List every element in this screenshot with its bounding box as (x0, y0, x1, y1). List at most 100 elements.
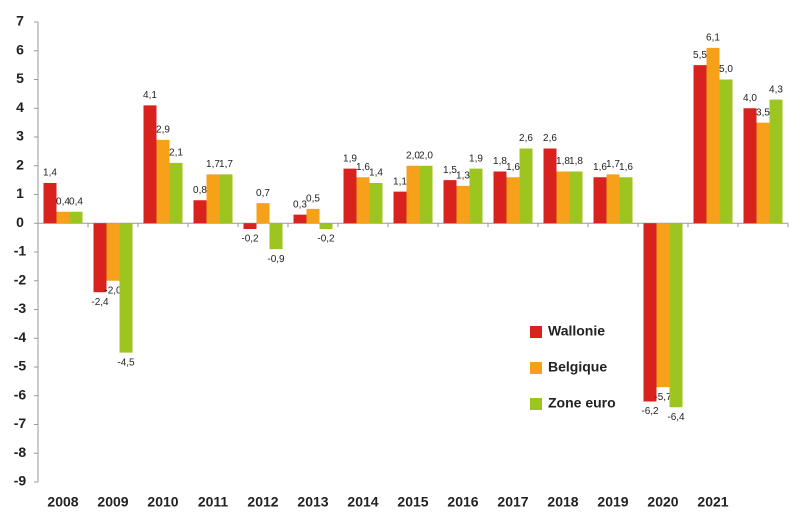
x-tick-label: 2020 (647, 494, 678, 510)
x-tick-label: 2014 (347, 494, 378, 510)
bar (106, 223, 120, 281)
value-label: 1,7 (206, 159, 220, 170)
legend-swatch (530, 362, 542, 374)
bar (719, 79, 733, 224)
bar (419, 165, 433, 224)
value-label: 1,8 (556, 156, 570, 167)
value-label: 1,7 (219, 159, 233, 170)
value-label: -6,2 (641, 406, 659, 417)
legend-label: Belgique (548, 359, 607, 375)
bar (593, 177, 607, 224)
value-label: -2,0 (104, 285, 122, 296)
bar (43, 183, 57, 224)
value-label: 1,4 (43, 168, 57, 179)
bar (219, 174, 233, 224)
bar (519, 148, 533, 224)
bar (569, 171, 583, 224)
value-label: 1,6 (506, 162, 520, 173)
value-label: 2,6 (543, 133, 557, 144)
y-tick-label: 1 (16, 185, 24, 201)
value-label: 3,5 (756, 107, 770, 118)
value-label: 2,6 (519, 133, 533, 144)
x-tick-label: 2008 (47, 494, 78, 510)
value-label: -0,2 (241, 234, 259, 245)
x-tick-label: 2018 (547, 494, 578, 510)
bar (393, 191, 407, 224)
bar (69, 211, 83, 224)
bar (56, 211, 70, 224)
bar (306, 208, 320, 224)
bar (643, 223, 657, 402)
value-label: 2,0 (406, 150, 420, 161)
value-label: 0,5 (306, 194, 320, 205)
bar (356, 177, 370, 224)
bar (143, 105, 157, 224)
value-label: 4,0 (743, 93, 757, 104)
y-tick-label: 7 (16, 13, 24, 29)
bar (406, 165, 420, 224)
y-tick-label: -8 (14, 444, 27, 460)
bar (343, 168, 357, 224)
x-tick-label: 2011 (198, 494, 229, 510)
bar (93, 223, 107, 293)
bar (706, 47, 720, 224)
value-label: 1,8 (569, 156, 583, 167)
bar (119, 223, 133, 353)
value-label: 1,9 (469, 153, 483, 164)
x-tick-label: 2012 (247, 494, 278, 510)
y-tick-label: -5 (14, 358, 27, 374)
bar (656, 223, 670, 388)
value-label: 0,4 (69, 196, 83, 207)
value-label: 1,3 (456, 171, 470, 182)
bar (669, 223, 683, 408)
bar (756, 122, 770, 224)
value-label: 5,5 (693, 50, 707, 61)
value-label: 0,7 (256, 188, 270, 199)
value-label: 4,3 (769, 84, 783, 95)
legend-label: Zone euro (548, 395, 616, 411)
value-label: -2,4 (91, 297, 109, 308)
value-label: 0,8 (193, 185, 207, 196)
value-label: 1,6 (593, 162, 607, 173)
value-label: 5,0 (719, 64, 733, 75)
value-label: 2,1 (169, 148, 183, 159)
value-label: 2,0 (419, 150, 433, 161)
value-label: -5,7 (654, 392, 672, 403)
x-tick-label: 2017 (497, 494, 528, 510)
x-tick-label: 2009 (97, 494, 128, 510)
value-label: 1,7 (606, 159, 620, 170)
bar (743, 108, 757, 224)
x-tick-label: 2021 (697, 494, 728, 510)
y-tick-label: 2 (16, 156, 24, 172)
value-label: 6,1 (706, 33, 720, 44)
bar (293, 214, 307, 224)
x-tick-label: 2019 (597, 494, 628, 510)
value-label: 1,1 (393, 176, 407, 187)
value-label: 1,8 (493, 156, 507, 167)
bar (606, 174, 620, 224)
bar (543, 148, 557, 224)
x-tick-label: 2015 (397, 494, 428, 510)
value-label: 1,5 (443, 165, 457, 176)
bar (456, 185, 470, 224)
x-tick-label: 2010 (147, 494, 178, 510)
y-tick-label: -6 (14, 386, 27, 402)
bar (769, 99, 783, 224)
legend-swatch (530, 398, 542, 410)
value-label: -0,9 (267, 254, 285, 265)
x-tick-label: 2013 (297, 494, 328, 510)
value-label: -6,4 (667, 412, 685, 423)
bar (469, 168, 483, 224)
legend-swatch (530, 326, 542, 338)
bar (206, 174, 220, 224)
y-tick-label: -9 (14, 473, 27, 489)
y-tick-label: 5 (16, 70, 24, 86)
bar (156, 139, 170, 224)
y-tick-label: 3 (16, 128, 24, 144)
x-tick-label: 2016 (447, 494, 478, 510)
bar (693, 65, 707, 224)
y-tick-label: 0 (16, 214, 24, 230)
y-tick-label: -7 (14, 415, 27, 431)
bar (256, 203, 270, 224)
